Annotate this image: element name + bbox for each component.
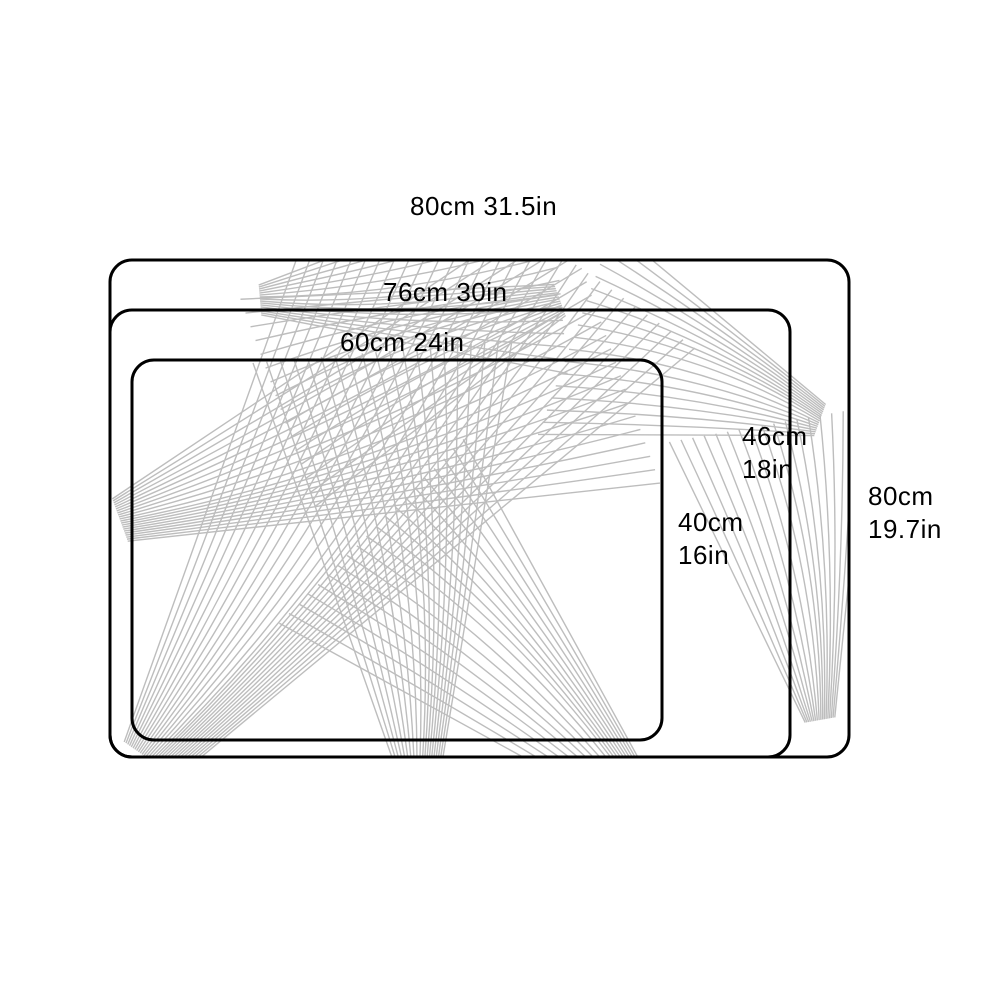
label-height-middle: 46cm 18in xyxy=(742,420,808,485)
label-height-outer: 80cm 19.7in xyxy=(868,480,942,545)
text: 46cm xyxy=(742,420,808,453)
text: 76cm xyxy=(383,277,456,307)
text: 80cm xyxy=(410,191,483,221)
text: 30in xyxy=(456,277,507,307)
text: 60cm xyxy=(340,327,413,357)
text: 18in xyxy=(742,453,808,486)
diagram-svg xyxy=(0,0,1000,1000)
diagram-stage: 80cm 31.5in 76cm 30in 60cm 24in 80cm 19.… xyxy=(0,0,1000,1000)
text: 31.5in xyxy=(483,191,557,221)
label-width-middle: 76cm 30in xyxy=(383,276,507,309)
label-height-inner: 40cm 16in xyxy=(678,506,744,571)
label-width-outer: 80cm 31.5in xyxy=(410,190,557,223)
label-width-inner: 60cm 24in xyxy=(340,326,464,359)
text: 16in xyxy=(678,539,744,572)
text: 19.7in xyxy=(868,513,942,546)
text: 24in xyxy=(413,327,464,357)
text: 80cm xyxy=(868,480,942,513)
text: 40cm xyxy=(678,506,744,539)
